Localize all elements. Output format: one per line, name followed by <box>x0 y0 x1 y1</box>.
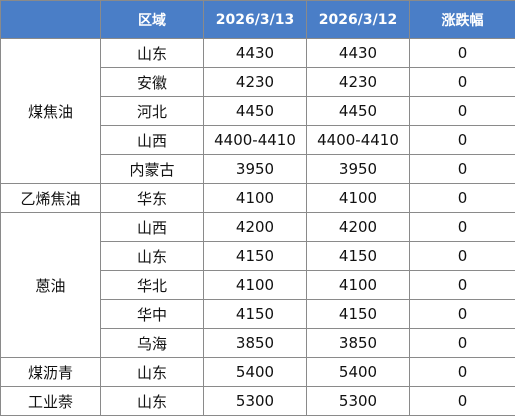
price-cell: 4150 <box>307 242 410 271</box>
table-row: 煤沥青 山东 5400 5400 0 <box>1 358 515 387</box>
header-row: 区域 2026/3/13 2026/3/12 涨跌幅 <box>1 1 515 39</box>
change-cell: 0 <box>410 155 515 184</box>
price-cell: 4400-4410 <box>204 126 307 155</box>
price-cell: 4230 <box>204 68 307 97</box>
price-cell: 3950 <box>204 155 307 184</box>
price-cell: 4200 <box>204 213 307 242</box>
change-cell: 0 <box>410 126 515 155</box>
price-cell: 4150 <box>204 242 307 271</box>
region-cell: 华东 <box>101 184 204 213</box>
region-cell: 安徽 <box>101 68 204 97</box>
region-cell: 山东 <box>101 39 204 68</box>
header-region: 区域 <box>101 1 204 39</box>
region-cell: 华北 <box>101 271 204 300</box>
price-cell: 4150 <box>307 300 410 329</box>
category-cell: 煤焦油 <box>1 39 101 184</box>
region-cell: 河北 <box>101 97 204 126</box>
table-row: 煤焦油 山东 4430 4430 0 <box>1 39 515 68</box>
change-cell: 0 <box>410 358 515 387</box>
region-cell: 山西 <box>101 213 204 242</box>
change-cell: 0 <box>410 242 515 271</box>
table-row: 工业萘 山东 5300 5300 0 <box>1 387 515 416</box>
price-cell: 4100 <box>307 184 410 213</box>
region-cell: 乌海 <box>101 329 204 358</box>
change-cell: 0 <box>410 271 515 300</box>
region-cell: 山东 <box>101 387 204 416</box>
change-cell: 0 <box>410 68 515 97</box>
price-cell: 4150 <box>204 300 307 329</box>
header-change: 涨跌幅 <box>410 1 515 39</box>
price-cell: 3850 <box>307 329 410 358</box>
price-cell: 5300 <box>204 387 307 416</box>
price-cell: 4450 <box>307 97 410 126</box>
category-cell: 乙烯焦油 <box>1 184 101 213</box>
category-cell: 工业萘 <box>1 387 101 416</box>
header-date-1: 2026/3/13 <box>204 1 307 39</box>
region-cell: 山东 <box>101 242 204 271</box>
change-cell: 0 <box>410 387 515 416</box>
category-cell: 蒽油 <box>1 213 101 358</box>
region-cell: 华中 <box>101 300 204 329</box>
change-cell: 0 <box>410 300 515 329</box>
price-cell: 4430 <box>204 39 307 68</box>
change-cell: 0 <box>410 39 515 68</box>
header-date-2: 2026/3/12 <box>307 1 410 39</box>
price-cell: 4400-4410 <box>307 126 410 155</box>
price-cell: 5300 <box>307 387 410 416</box>
change-cell: 0 <box>410 184 515 213</box>
price-cell: 3950 <box>307 155 410 184</box>
region-cell: 内蒙古 <box>101 155 204 184</box>
price-cell: 4430 <box>307 39 410 68</box>
price-cell: 4100 <box>307 271 410 300</box>
price-cell: 4200 <box>307 213 410 242</box>
change-cell: 0 <box>410 97 515 126</box>
price-cell: 4100 <box>204 184 307 213</box>
price-cell: 4100 <box>204 271 307 300</box>
region-cell: 山东 <box>101 358 204 387</box>
category-cell: 煤沥青 <box>1 358 101 387</box>
price-cell: 5400 <box>204 358 307 387</box>
change-cell: 0 <box>410 213 515 242</box>
price-cell: 3850 <box>204 329 307 358</box>
table-row: 乙烯焦油 华东 4100 4100 0 <box>1 184 515 213</box>
price-cell: 4230 <box>307 68 410 97</box>
header-category <box>1 1 101 39</box>
table-row: 蒽油 山西 4200 4200 0 <box>1 213 515 242</box>
region-cell: 山西 <box>101 126 204 155</box>
price-cell: 4450 <box>204 97 307 126</box>
price-cell: 5400 <box>307 358 410 387</box>
change-cell: 0 <box>410 329 515 358</box>
